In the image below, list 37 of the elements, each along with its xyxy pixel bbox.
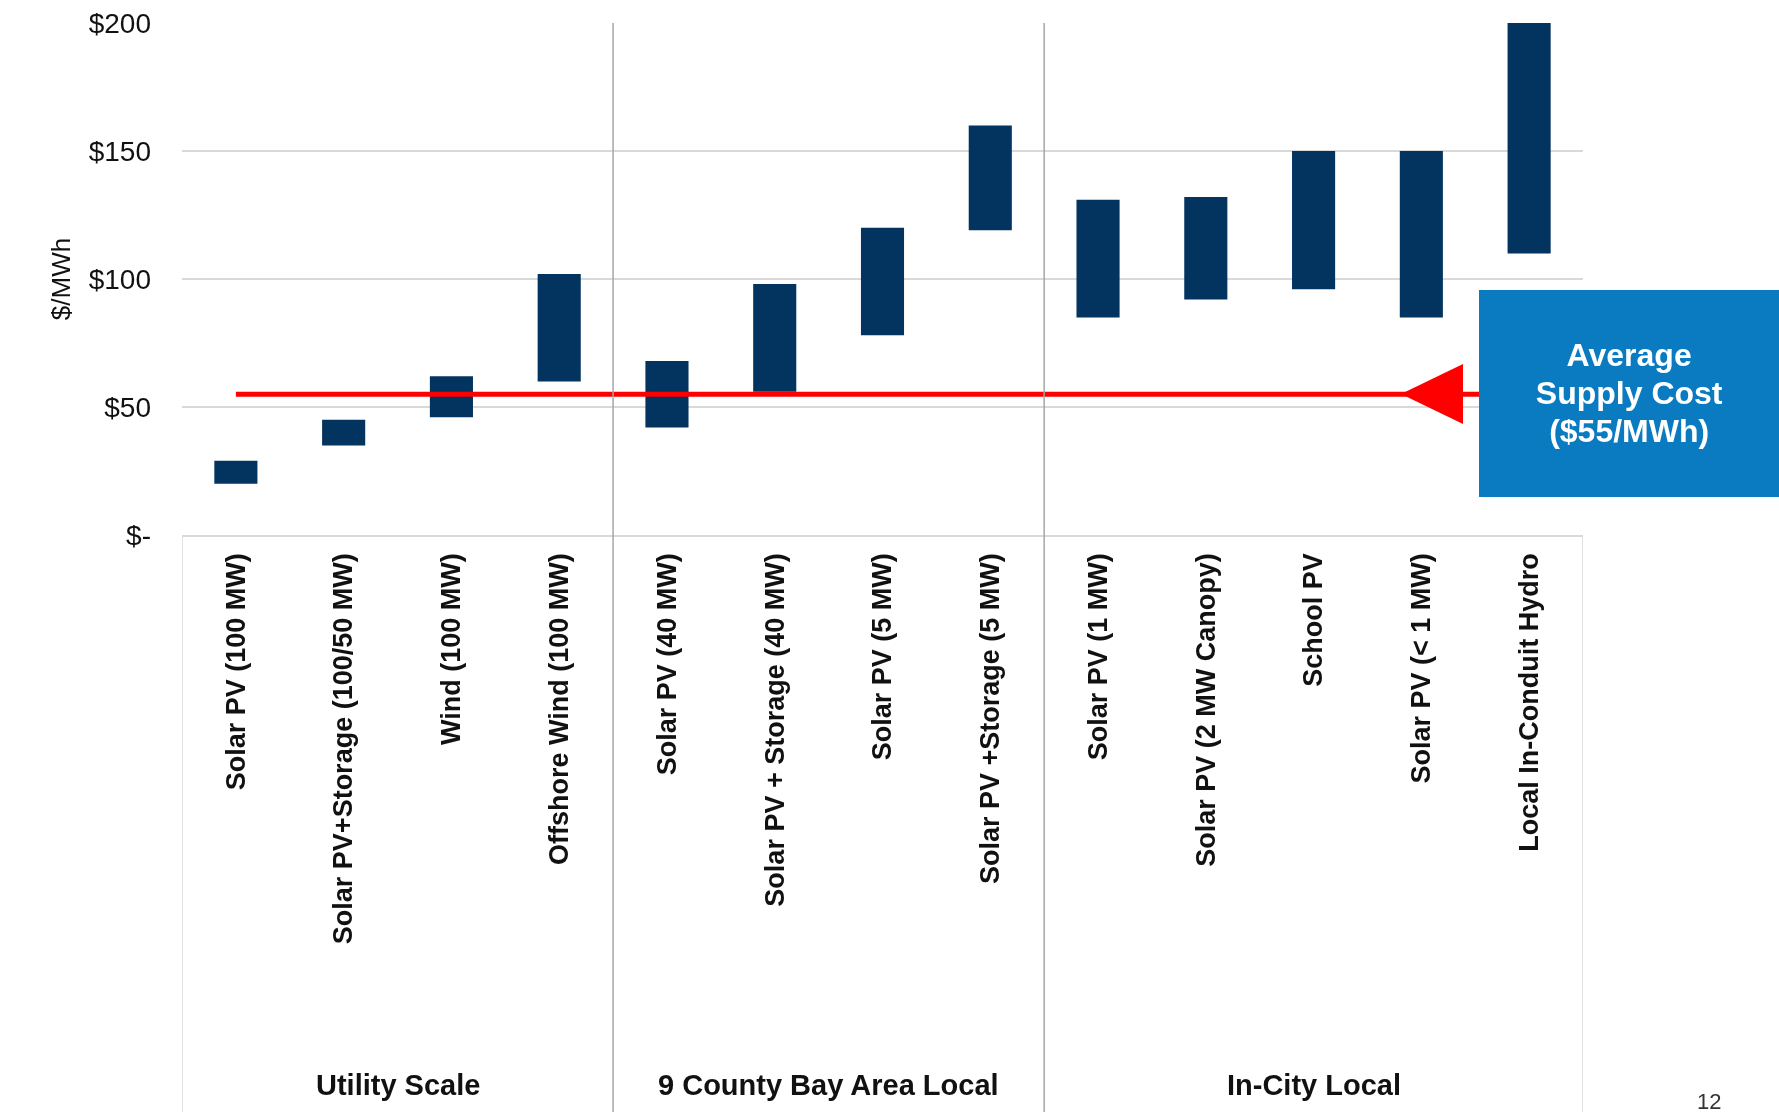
y-tick-label: $- xyxy=(126,519,151,551)
bar xyxy=(1507,23,1551,254)
bar xyxy=(1076,199,1120,318)
x-tick-label: Offshore Wind (100 MW) xyxy=(543,553,574,866)
bar xyxy=(537,273,581,382)
bar xyxy=(968,125,1012,231)
x-tick-label: Solar PV (< 1 MW) xyxy=(1406,553,1437,784)
x-tick-label: Solar PV+Storage (100/50 MW) xyxy=(328,553,359,945)
bar xyxy=(1292,151,1336,290)
bar xyxy=(645,360,689,428)
x-tick-label: School PV xyxy=(1298,553,1329,687)
y-tick-label: $50 xyxy=(104,391,151,423)
y-tick-label: $100 xyxy=(88,263,151,295)
bar xyxy=(214,460,258,484)
x-tick-label: Wind (100 MW) xyxy=(436,553,467,746)
text: Utility Scale xyxy=(316,1069,481,1101)
x-tick-label: Solar PV (40 MW) xyxy=(651,553,682,776)
x-tick-label: Local In-Conduit Hydro xyxy=(1513,553,1544,852)
bar xyxy=(1184,197,1228,300)
x-tick-label: Solar PV (2 MW Canopy) xyxy=(1190,553,1221,867)
bar xyxy=(860,227,905,336)
text: 9 County Bay Area Local xyxy=(658,1069,999,1101)
x-tick-label: Solar PV (100 MW) xyxy=(220,553,251,791)
text: 12 xyxy=(1697,1089,1722,1112)
y-tick-label: $200 xyxy=(88,7,151,39)
bar xyxy=(753,284,797,392)
x-tick-label: Solar PV + Storage (40 MW) xyxy=(759,553,790,907)
callout-box: Average Supply Cost ($55/MWh) xyxy=(1479,290,1779,498)
y-tick-label: $150 xyxy=(88,135,151,167)
bar xyxy=(322,419,366,446)
x-tick-label: Solar PV (1 MW) xyxy=(1082,553,1113,761)
ref-line-label: Average Supply Cost ($55/MWh) xyxy=(1535,337,1723,451)
bar xyxy=(1399,151,1443,318)
x-tick-label: Solar PV (5 MW) xyxy=(867,553,898,761)
x-tick-label: Solar PV +Storage (5 MW) xyxy=(975,553,1006,885)
y-axis-title: $/MWh xyxy=(46,237,77,321)
text: In-City Local xyxy=(1227,1069,1402,1101)
